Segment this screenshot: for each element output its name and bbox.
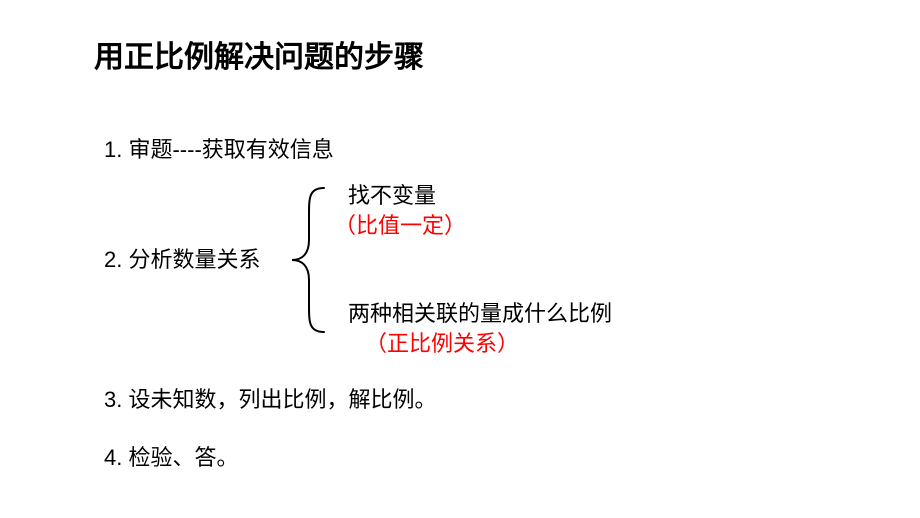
sub-item-relation-note: （正比例关系）: [365, 326, 519, 358]
step-1: 1. 审题----获取有效信息: [104, 132, 334, 164]
sub-item-invariant-note: （比值一定）: [334, 208, 466, 240]
page-title: 用正比例解决问题的步骤: [94, 32, 424, 76]
sub-item-invariant: 找不变量: [348, 178, 436, 210]
step-2: 2. 分析数量关系: [104, 242, 260, 274]
sub-item-relation: 两种相关联的量成什么比例: [348, 296, 612, 328]
brace-icon: [274, 180, 334, 340]
step-3: 3. 设未知数，列出比例，解比例。: [104, 382, 436, 414]
step-4: 4. 检验、答。: [104, 440, 238, 472]
